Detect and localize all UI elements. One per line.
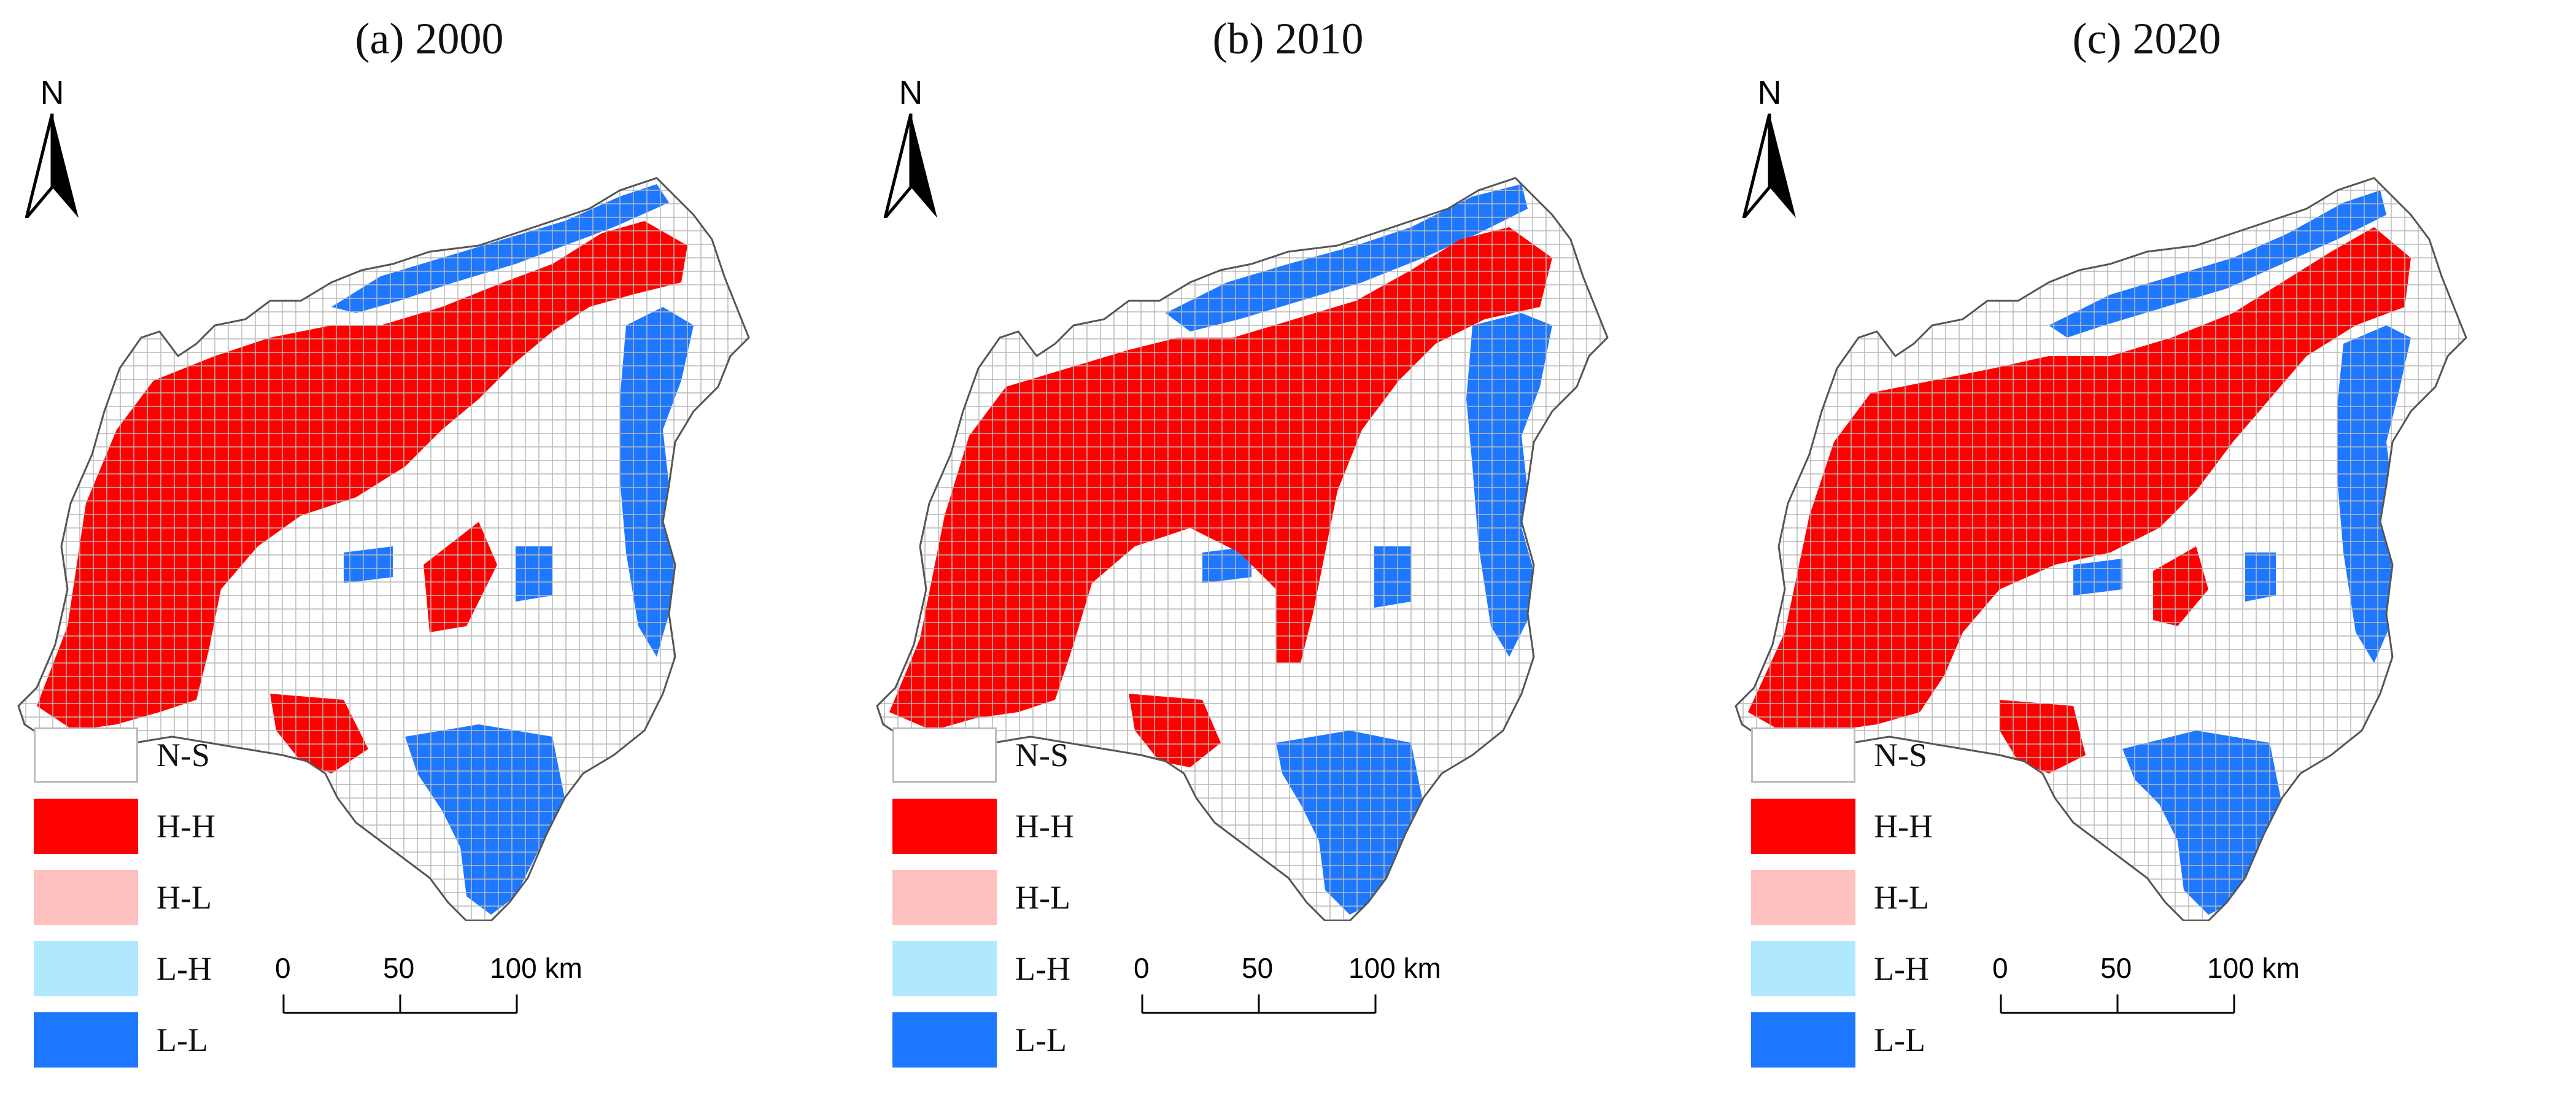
legend-item-ll: L-L — [34, 1012, 292, 1068]
legend-swatch — [1751, 727, 1855, 783]
north-arrow: N — [1736, 74, 1803, 221]
north-label: N — [1757, 74, 1782, 111]
legend-label: N-S — [1874, 737, 1928, 773]
legend-swatch — [1751, 870, 1855, 925]
legend: N-S H-H H-L L-H L-L — [892, 727, 1150, 1083]
region-boundary — [1735, 177, 2467, 921]
map-panel-2020: (c) 2020 N N-S H-H H-L L-H L-L 0 50 100 km — [1717, 0, 2576, 1097]
scale-bar-line — [2000, 994, 2235, 1014]
legend-label: H-L — [1015, 879, 1070, 916]
scale-tick-label: 100 km — [1348, 952, 1441, 984]
north-arrow-icon — [1742, 114, 1796, 218]
scale-bar: 0 50 100 km — [275, 952, 663, 1074]
legend-label: L-L — [1874, 1021, 1925, 1058]
legend-swatch — [892, 941, 997, 996]
map-area — [12, 123, 810, 921]
legend-label: N-S — [1015, 737, 1069, 773]
region-boundary — [17, 177, 750, 921]
legend-item-ll: L-L — [892, 1012, 1150, 1068]
legend-item-ns: N-S — [34, 727, 292, 783]
legend-label: L-H — [157, 950, 212, 987]
north-label: N — [899, 74, 923, 111]
legend-item-lh: L-H — [892, 941, 1150, 996]
legend-swatch — [892, 870, 997, 925]
legend-swatch — [1751, 799, 1855, 854]
north-arrow: N — [877, 74, 945, 221]
legend: N-S H-H H-L L-H L-L — [1751, 727, 2009, 1083]
legend-label: H-H — [1015, 808, 1074, 845]
legend-item-hh: H-H — [34, 799, 292, 854]
legend-item-hl: H-L — [892, 870, 1150, 925]
legend-item-ll: L-L — [1751, 1012, 2009, 1068]
legend-label: H-H — [157, 808, 215, 845]
legend-swatch — [34, 941, 138, 996]
scale-tick-label: 100 km — [490, 952, 582, 984]
legend-swatch — [892, 727, 997, 783]
legend-item-lh: L-H — [1751, 941, 2009, 996]
scale-bar-line — [1141, 994, 1377, 1014]
legend-item-hl: H-L — [34, 870, 292, 925]
legend-swatch — [34, 1012, 138, 1068]
legend-item-ns: N-S — [892, 727, 1150, 783]
scale-tick-label: 50 — [383, 952, 415, 984]
panel-title: (c) 2020 — [2072, 14, 2221, 63]
legend-item-hh: H-H — [892, 799, 1150, 854]
legend-item-lh: L-H — [34, 941, 292, 996]
panel-title: (a) 2000 — [355, 14, 504, 63]
scale-bar: 0 50 100 km — [1992, 952, 2380, 1074]
scale-bar: 0 50 100 km — [1134, 952, 1522, 1074]
legend-swatch — [892, 799, 997, 854]
scale-tick-label: 0 — [1992, 952, 2008, 984]
scale-tick-label: 0 — [1134, 952, 1150, 984]
scale-tick-label: 50 — [1242, 952, 1274, 984]
map-area — [871, 123, 1669, 921]
scale-tick-label: 0 — [275, 952, 291, 984]
legend-swatch — [34, 799, 138, 854]
north-arrow: N — [18, 74, 86, 221]
north-arrow-icon — [25, 114, 79, 218]
map-svg — [1735, 177, 2467, 921]
legend-label: H-L — [157, 879, 212, 916]
legend: N-S H-H H-L L-H L-L — [34, 727, 292, 1083]
map-svg — [17, 177, 750, 921]
legend-label: L-H — [1015, 950, 1070, 987]
map-panel-2010: (b) 2010 N N-S H-H H-L L-H L-L 0 50 100 km — [859, 0, 1717, 1097]
map-svg — [876, 177, 1609, 921]
legend-label: H-L — [1874, 879, 1929, 916]
region-boundary — [876, 177, 1609, 921]
scale-tick-label: 100 km — [2207, 952, 2300, 984]
scale-bar-line — [282, 994, 518, 1014]
legend-item-hh: H-H — [1751, 799, 2009, 854]
legend-swatch — [1751, 1012, 1855, 1068]
map-panel-2000: (a) 2000 N N-S H-H H-L L-H L-L 0 50 100 km — [0, 0, 859, 1097]
legend-swatch — [1751, 941, 1855, 996]
panel-title: (b) 2010 — [1212, 14, 1364, 63]
legend-swatch — [892, 1012, 997, 1068]
legend-label: N-S — [157, 737, 211, 773]
legend-swatch — [34, 870, 138, 925]
north-arrow-icon — [883, 114, 937, 218]
legend-label: L-H — [1874, 950, 1929, 987]
north-label: N — [40, 74, 64, 111]
legend-item-hl: H-L — [1751, 870, 2009, 925]
legend-swatch — [34, 727, 138, 783]
legend-label: L-L — [157, 1021, 208, 1058]
scale-tick-label: 50 — [2100, 952, 2132, 984]
legend-item-ns: N-S — [1751, 727, 2009, 783]
legend-label: H-H — [1874, 808, 1933, 845]
map-area — [1730, 123, 2528, 921]
legend-label: L-L — [1015, 1021, 1067, 1058]
